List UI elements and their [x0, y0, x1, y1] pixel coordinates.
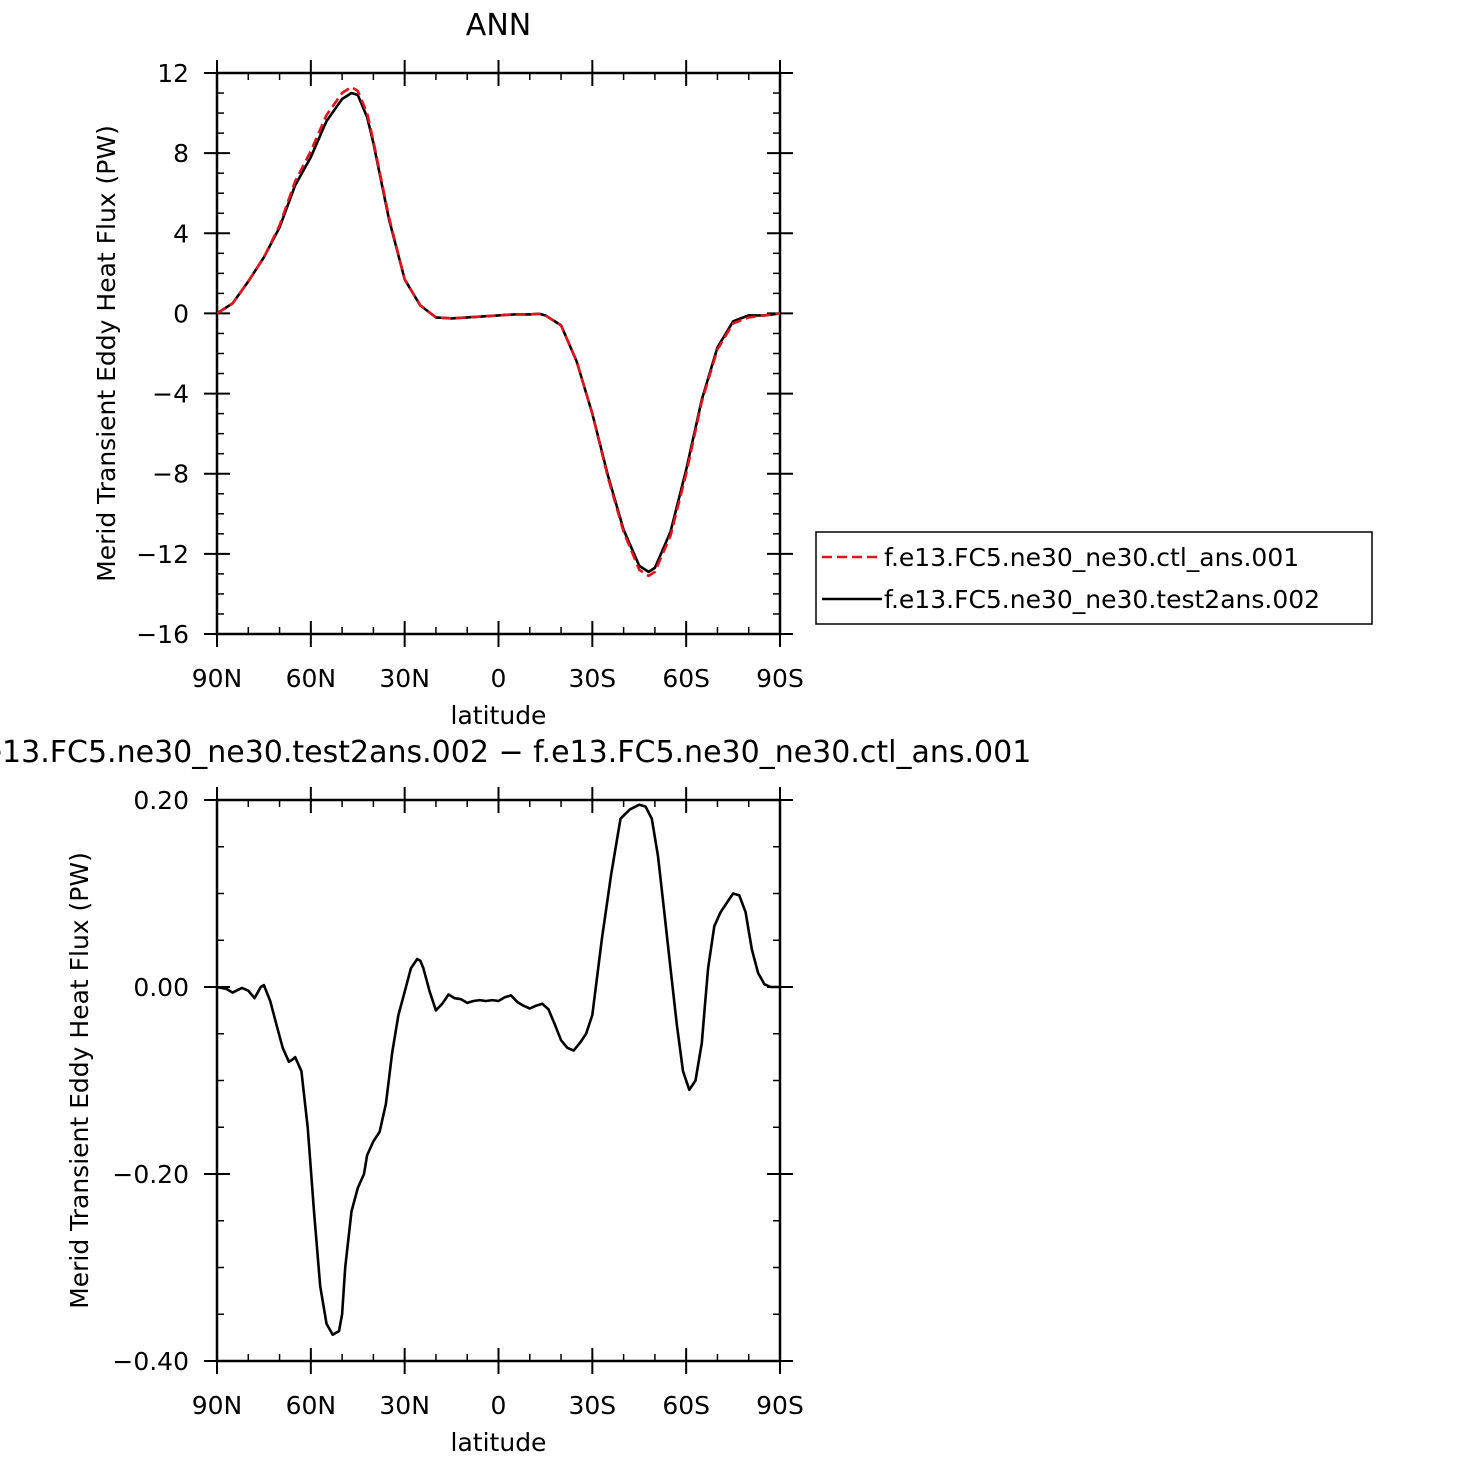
series-line-1 [217, 91, 780, 574]
y-tick-label: 8 [173, 139, 189, 168]
x-tick-label: 30S [568, 664, 616, 693]
x-tick-label: 60N [286, 1391, 337, 1420]
legend-box [815, 531, 1373, 625]
legend: f.e13.FC5.ne30_ne30.ctl_ans.001 f.e13.FC5… [815, 531, 1373, 625]
x-tick-label: 90S [756, 664, 804, 693]
y-tick-label: 0 [173, 299, 189, 328]
bottom-panel: f.e13.FC5.ne30_ne30.test2ans.002 − f.e13… [0, 735, 1031, 1457]
y-tick-label: −8 [152, 460, 189, 489]
series-line-0 [217, 85, 780, 578]
x-tick-label: 30N [379, 1391, 430, 1420]
x-tick-label: 60S [662, 664, 710, 693]
y-tick-label: 12 [157, 59, 189, 88]
plot-frame [215, 71, 782, 636]
y-tick-label: 4 [173, 219, 189, 248]
y-tick-label: −4 [152, 380, 189, 409]
chart-title: f.e13.FC5.ne30_ne30.test2ans.002 − f.e13… [0, 735, 1031, 770]
chart-title: ANN [466, 8, 531, 43]
x-tick-label: 30S [568, 1391, 616, 1420]
x-tick-label: 90S [756, 1391, 804, 1420]
x-axis-label: latitude [451, 1428, 547, 1457]
x-tick-label: 30N [379, 664, 430, 693]
x-tick-label: 0 [491, 664, 507, 693]
y-tick-label: 0.20 [133, 786, 189, 815]
x-tick-label: 60S [662, 1391, 710, 1420]
y-axis-label: Merid Transient Eddy Heat Flux (PW) [65, 852, 94, 1309]
x-tick-label: 90N [192, 1391, 243, 1420]
legend-entry: f.e13.FC5.ne30_ne30.ctl_ans.001 [884, 543, 1299, 572]
x-axis-label: latitude [451, 701, 547, 730]
series-line-0 [217, 803, 780, 1337]
x-tick-label: 0 [491, 1391, 507, 1420]
y-axis-label: Merid Transient Eddy Heat Flux (PW) [92, 125, 121, 582]
y-tick-label: −16 [136, 620, 189, 649]
y-tick-label: −0.40 [112, 1347, 189, 1376]
legend-entry: f.e13.FC5.ne30_ne30.test2ans.002 [884, 585, 1320, 614]
x-tick-label: 90N [192, 664, 243, 693]
y-tick-label: 0.00 [133, 973, 189, 1002]
x-tick-label: 60N [286, 664, 337, 693]
y-tick-label: −12 [136, 540, 189, 569]
top-panel: ANN 90N 60N 30N 0 30S 60S 90S 12 8 4 0 −4 −8 −12 −16 lat… [92, 8, 1373, 730]
y-tick-label: −0.20 [112, 1160, 189, 1189]
